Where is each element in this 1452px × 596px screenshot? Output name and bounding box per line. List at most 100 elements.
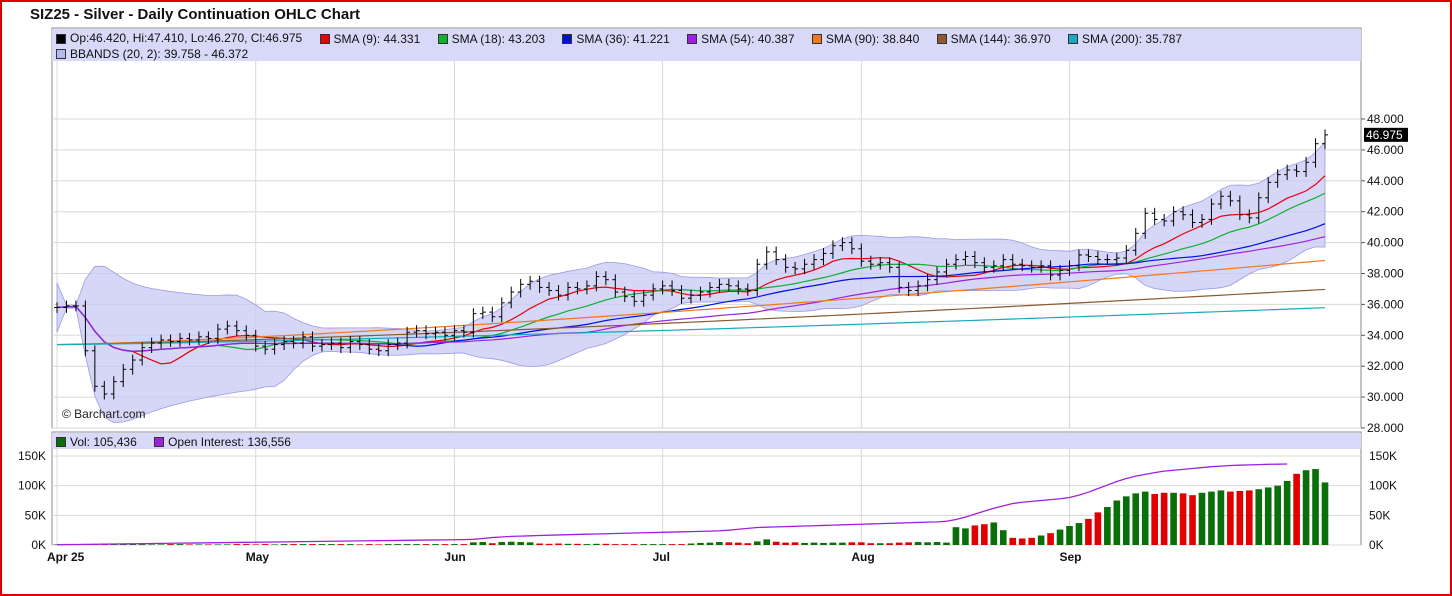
ohlc-bar bbox=[91, 345, 98, 392]
price-tick-label: 44.000 bbox=[1367, 174, 1404, 188]
sma-144-value: 36.970 bbox=[1013, 31, 1051, 46]
volume-bar bbox=[129, 543, 137, 545]
volume-bar bbox=[451, 544, 458, 545]
volume-bar bbox=[630, 544, 638, 545]
ohlc-bar bbox=[564, 281, 571, 301]
sma-18-value: 43.203 bbox=[508, 31, 545, 46]
volume-bar bbox=[157, 544, 165, 545]
volume-bar bbox=[1160, 492, 1168, 545]
volume-bar bbox=[895, 542, 903, 545]
volume-bar bbox=[1208, 491, 1215, 545]
volume-bar bbox=[810, 542, 818, 545]
ohlc-bar bbox=[1293, 164, 1300, 177]
ohlc-bar bbox=[1246, 209, 1253, 224]
volume-bar bbox=[1293, 473, 1300, 545]
volume-bar bbox=[526, 542, 534, 545]
volume-tick-left: 0K bbox=[31, 538, 46, 552]
volume-bar bbox=[933, 542, 941, 545]
open-interest-label: Open Interest: bbox=[168, 434, 245, 449]
volume-bar bbox=[564, 543, 572, 545]
volume-legend: Vol: 105,436 Open Interest: 136,556 bbox=[52, 433, 1361, 449]
sma-90-value: 38.840 bbox=[882, 31, 920, 46]
ohlc-bar bbox=[1123, 244, 1130, 264]
volume-tick-right: 50K bbox=[1369, 508, 1390, 522]
volume-bar bbox=[280, 544, 288, 545]
volume-label: Vol: bbox=[70, 434, 91, 449]
volume-bar bbox=[839, 542, 846, 545]
ohlc-bar bbox=[72, 300, 79, 312]
volume-bar bbox=[1094, 512, 1102, 545]
ohlc-bar bbox=[773, 246, 780, 266]
volume-bar bbox=[1104, 507, 1111, 545]
ohlc-bar bbox=[536, 275, 543, 293]
volume-bar bbox=[1066, 526, 1073, 545]
ohlc-bar bbox=[347, 336, 354, 354]
volume-bar bbox=[1245, 490, 1253, 545]
ohlc-bar bbox=[1151, 207, 1158, 225]
price-tick-label: 30.000 bbox=[1367, 390, 1404, 404]
ohlc-bar bbox=[555, 285, 562, 301]
volume-bar bbox=[876, 543, 884, 545]
volume-bar bbox=[583, 544, 591, 545]
volume-bar bbox=[195, 544, 203, 545]
ohlc-bar bbox=[735, 280, 742, 295]
volume-bar bbox=[593, 543, 600, 545]
ohlc-bar bbox=[1066, 260, 1073, 276]
volume-bar bbox=[574, 543, 581, 545]
ohlc-bar bbox=[1236, 195, 1243, 221]
ohlc-bar bbox=[754, 258, 761, 296]
volume-bar bbox=[649, 544, 657, 545]
volume-bar bbox=[725, 542, 733, 545]
volume-bar bbox=[138, 544, 146, 545]
ohlc-bar bbox=[839, 237, 846, 252]
ohlc-bar bbox=[811, 254, 818, 270]
volume-bar bbox=[318, 544, 326, 545]
ohlc-bar bbox=[479, 306, 486, 320]
volume-bar bbox=[990, 522, 998, 545]
ohlc-bar bbox=[744, 283, 751, 296]
ohlc-bar bbox=[1322, 129, 1328, 150]
volume-bar bbox=[914, 542, 922, 545]
volume-bar bbox=[981, 524, 988, 545]
x-tick-label: Jun bbox=[444, 550, 465, 564]
ohlc-bar bbox=[1132, 227, 1139, 256]
open-interest-legend-item: Open Interest: 136,556 bbox=[154, 434, 291, 449]
volume-bar bbox=[1189, 495, 1196, 545]
price-tick-label: 34.000 bbox=[1367, 328, 1404, 342]
volume-bar bbox=[1179, 493, 1187, 545]
ohlc-bar bbox=[1198, 214, 1205, 228]
volume-bar bbox=[602, 543, 610, 545]
sma-9-swatch bbox=[319, 33, 330, 44]
ohlc-bar bbox=[640, 289, 647, 307]
volume-bar bbox=[829, 542, 837, 545]
volume-bar bbox=[460, 544, 468, 545]
ohlc-bar bbox=[432, 326, 439, 340]
ohlc-bar bbox=[328, 337, 335, 350]
ohlc-bar bbox=[1303, 156, 1310, 177]
ohlc-bar bbox=[952, 254, 959, 270]
ohlc-bar bbox=[688, 289, 694, 304]
ohlc-bar bbox=[243, 325, 250, 341]
volume-bar bbox=[309, 544, 316, 545]
sma-200-legend: SMA (200): 35.787 bbox=[1068, 31, 1182, 46]
ohlc-bar bbox=[460, 325, 467, 338]
volume-tick-right: 0K bbox=[1369, 538, 1384, 552]
ohlc-bar bbox=[621, 286, 628, 303]
volume-bar bbox=[242, 544, 250, 545]
volume-swatch bbox=[56, 436, 66, 447]
volume-bar bbox=[640, 544, 647, 545]
volume-bar bbox=[999, 530, 1007, 545]
sma-54-line bbox=[56, 236, 1326, 352]
volume-bar bbox=[1132, 493, 1140, 545]
volume-bar bbox=[886, 543, 894, 545]
ohlc-bar bbox=[848, 237, 855, 255]
ohlc-bar bbox=[1189, 209, 1196, 228]
ohlc-bar bbox=[924, 274, 931, 292]
sma-200-label: SMA (200): bbox=[1082, 31, 1143, 46]
ohlc-bar bbox=[290, 336, 297, 349]
sma-36-swatch bbox=[562, 33, 573, 44]
volume-bar bbox=[356, 544, 364, 545]
volume-bar bbox=[763, 539, 771, 545]
volume-bar bbox=[186, 544, 193, 545]
